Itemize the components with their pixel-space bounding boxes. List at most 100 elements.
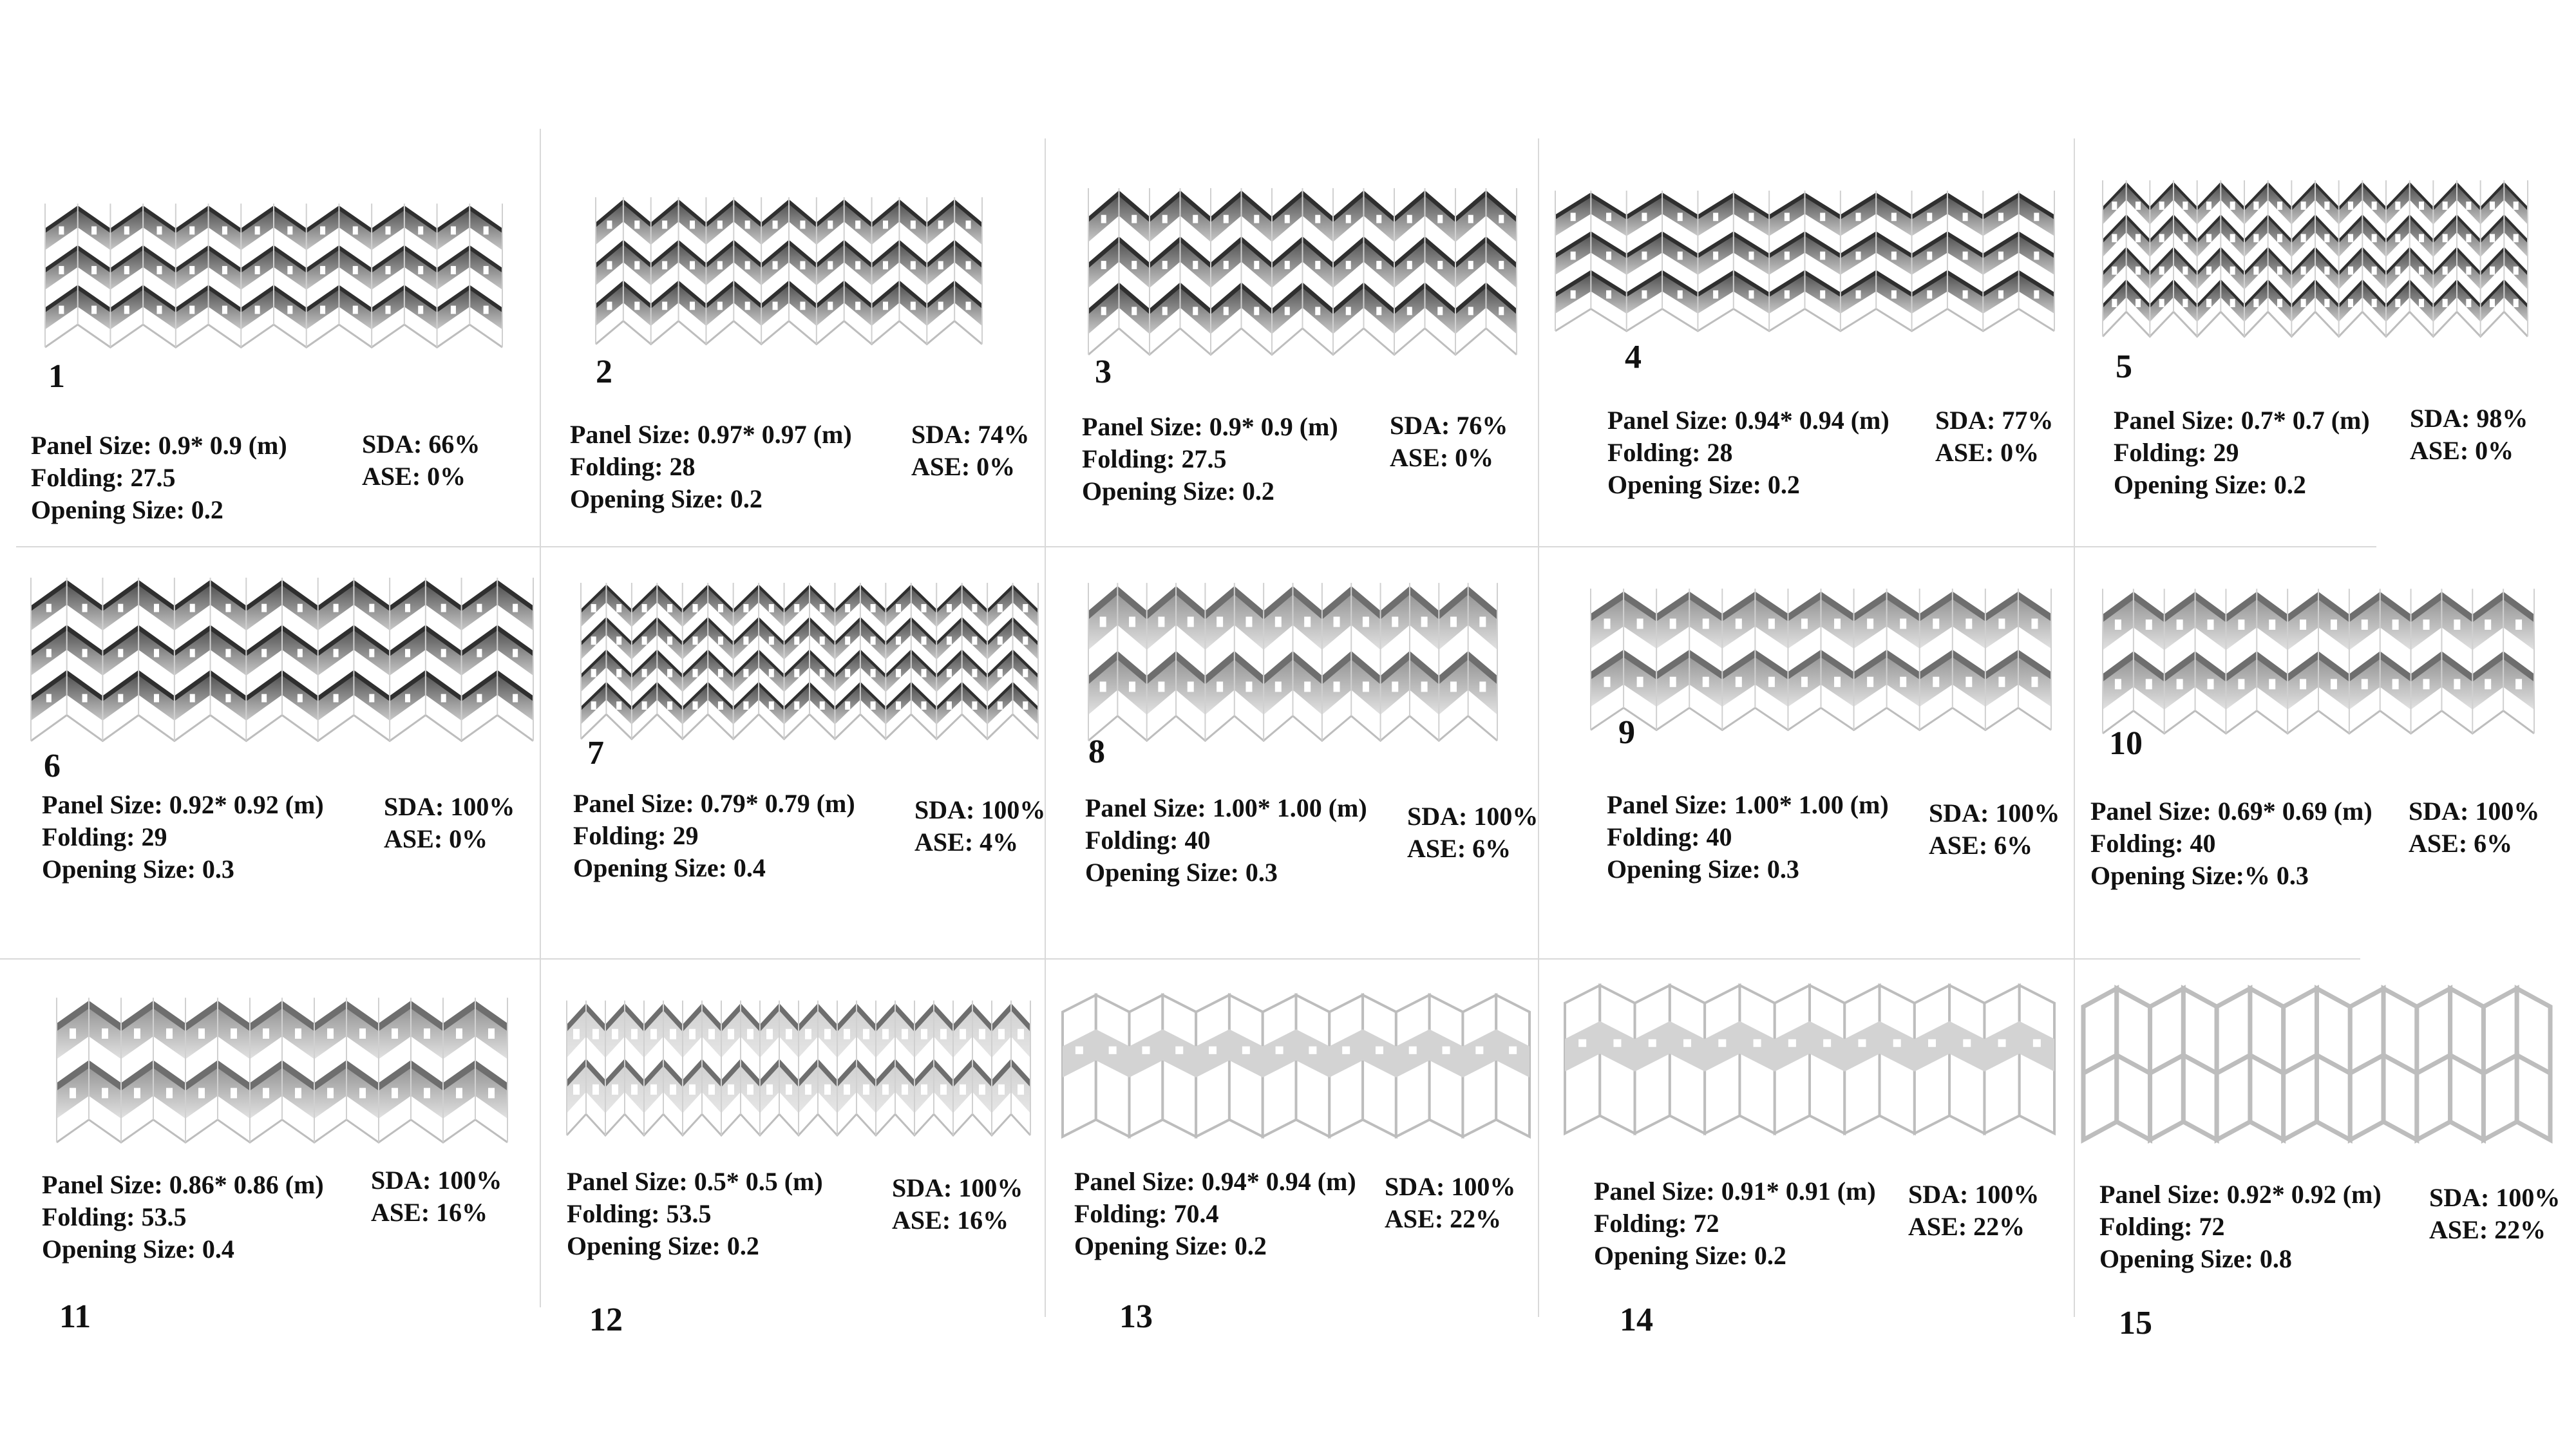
panel-size: Panel Size: 0.94* 0.94 (m) [1074,1167,1356,1196]
opening [1962,251,1968,260]
opening [513,694,518,703]
sda-value: SDA: 100% [2409,797,2540,826]
divider-h2 [0,958,2360,960]
opening [222,266,227,274]
opening [320,305,326,314]
opening [744,301,750,310]
opening [154,603,159,612]
opening [1499,307,1504,316]
opening [369,694,375,703]
opening [59,305,64,314]
opening [1479,681,1486,692]
opening [979,1028,985,1039]
opening [2485,679,2492,690]
opening [692,636,698,645]
opening [456,1028,462,1039]
folded-facade-pattern [565,1000,1032,1137]
opening [91,226,97,235]
opening [819,701,825,710]
case-parameters: Panel Size: 1.00* 1.00 (m) Folding: 40 O… [1085,792,1367,889]
opening [2145,619,2152,630]
opening [1468,261,1473,269]
opening [2442,234,2448,243]
opening [424,1028,430,1039]
opening [728,1084,734,1095]
opening [352,266,358,274]
opening [456,1088,462,1099]
ase-value: ASE: 6% [2409,829,2513,858]
case-metrics: SDA: 74% ASE: 0% [911,419,1029,483]
opening [1392,681,1399,692]
opening-size: Opening Size: 0.2 [567,1231,759,1260]
opening [1788,1039,1796,1047]
folding: Folding: 29 [573,821,699,850]
opening [166,1088,173,1099]
opening [2454,619,2461,630]
opening [717,220,723,229]
opening [263,1028,269,1039]
opening [1315,261,1321,269]
opening [634,261,640,270]
opening [1284,214,1290,223]
panel-size: Panel Size: 0.91* 0.91 (m) [1594,1177,1876,1206]
opening [2207,679,2214,690]
opening [2253,266,2259,275]
ase-value: ASE: 6% [1407,834,1511,863]
opening [1362,681,1369,692]
sda-value: SDA: 100% [1407,802,1539,831]
opening [2392,679,2399,690]
opening [513,649,518,658]
opening [667,668,673,677]
opening [768,701,774,710]
opening [2300,234,2306,243]
opening [1193,261,1198,269]
opening [2490,266,2495,275]
opening [650,1084,657,1095]
opening [513,603,518,612]
opening [1245,616,1253,627]
opening [1129,681,1136,692]
opening [254,266,260,274]
opening [743,668,749,677]
opening [972,604,978,612]
opening [2136,299,2141,308]
opening [2515,679,2523,690]
opening [2253,234,2259,243]
opening [845,604,851,612]
opening [2466,202,2472,210]
opening [946,636,952,645]
opening [870,701,876,710]
opening [1768,618,1775,629]
opening [766,1028,773,1039]
case-metrics: SDA: 100% ASE: 16% [371,1164,502,1229]
sda-value: SDA: 77% [1935,406,2054,435]
case-parameters: Panel Size: 0.9* 0.9 (m) Folding: 27.5 O… [1082,411,1338,507]
case-number: 3 [1095,354,1112,390]
opening [1748,290,1754,299]
opening [1702,676,1709,687]
opening [1669,676,1676,687]
opening [1142,1046,1150,1054]
opening [1223,214,1229,223]
opening [870,668,876,677]
folded-facade-pattern [56,998,508,1144]
opening [2238,679,2245,690]
opening [320,266,326,274]
opening [1023,701,1028,710]
opening [662,220,668,229]
opening [1193,214,1198,223]
opening [1998,251,2003,260]
opening [1713,213,1719,222]
opening [359,1028,366,1039]
opening [1855,213,1861,222]
opening [2112,202,2117,210]
divider-h1 [16,546,2376,547]
opening [2206,299,2211,308]
opening [124,226,129,235]
opening [287,305,293,314]
opening [902,1084,908,1095]
divider-v2 [1045,138,1046,1317]
opening [1784,251,1790,260]
panel-size: Panel Size: 0.7* 0.7 (m) [2114,406,2370,435]
opening [910,261,916,270]
